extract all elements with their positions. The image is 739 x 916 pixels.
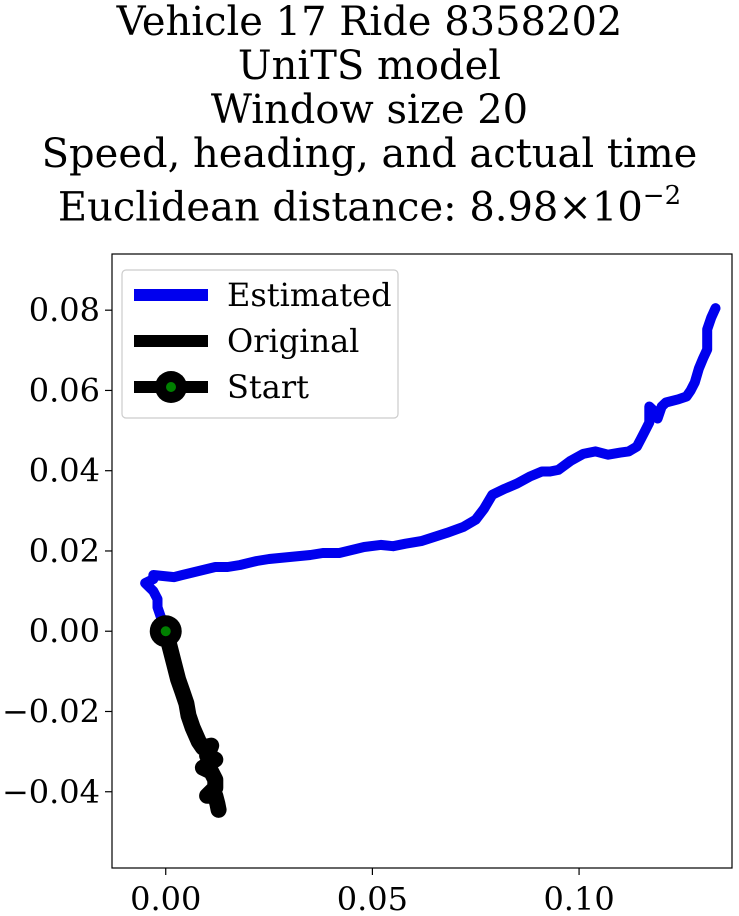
y-tick-label: 0.06 (29, 371, 100, 409)
legend-label-estimated: Estimated (227, 276, 392, 314)
legend-label-start: Start (227, 368, 309, 406)
x-tick-label: 0.00 (130, 880, 201, 916)
distance-times: × (558, 184, 592, 231)
y-tick-label: 0.04 (29, 452, 100, 490)
y-tick-label: 0.08 (29, 291, 100, 329)
title-line-2: UniTS model (237, 43, 502, 89)
series-line-original (157, 623, 227, 818)
plot-frame (111, 253, 733, 869)
title-line-3: Window size 20 (210, 87, 529, 133)
start-marker-inner (160, 626, 171, 637)
y-axis-ticks: −0.04 −0.02 0.00 0.02 0.04 0.06 0.08 (2, 291, 112, 811)
x-tick-label: 0.05 (337, 880, 408, 916)
distance-label: Euclidean distance: (57, 184, 470, 231)
y-tick-label: −0.04 (2, 773, 100, 811)
distance-base: 10 (591, 184, 643, 231)
distance-mantissa: 8.98 (469, 184, 559, 231)
legend-swatch-start-inner (166, 382, 176, 392)
series-layer (140, 303, 721, 818)
series-line-estimated (140, 303, 721, 633)
x-tick-label: 0.10 (543, 880, 614, 916)
x-axis-ticks: 0.00 0.05 0.10 (130, 868, 615, 916)
legend-label-original: Original (227, 322, 359, 360)
title-line-4: Speed, heading, and actual time (41, 131, 698, 177)
y-tick-label: 0.02 (29, 532, 100, 570)
start-marker-layer (149, 615, 182, 648)
title-line-5: Euclidean distance: 8.98×10−2 (0, 176, 739, 229)
title-line-1: Vehicle 17 Ride 8358202 (116, 0, 623, 45)
distance-exponent: −2 (642, 181, 682, 211)
legend: Estimated Original Start (121, 269, 399, 419)
y-tick-label: −0.02 (2, 692, 100, 730)
chart-title: Vehicle 17 Ride 8358202 UniTS model Wind… (0, 0, 739, 229)
y-tick-label: 0.00 (29, 612, 100, 650)
